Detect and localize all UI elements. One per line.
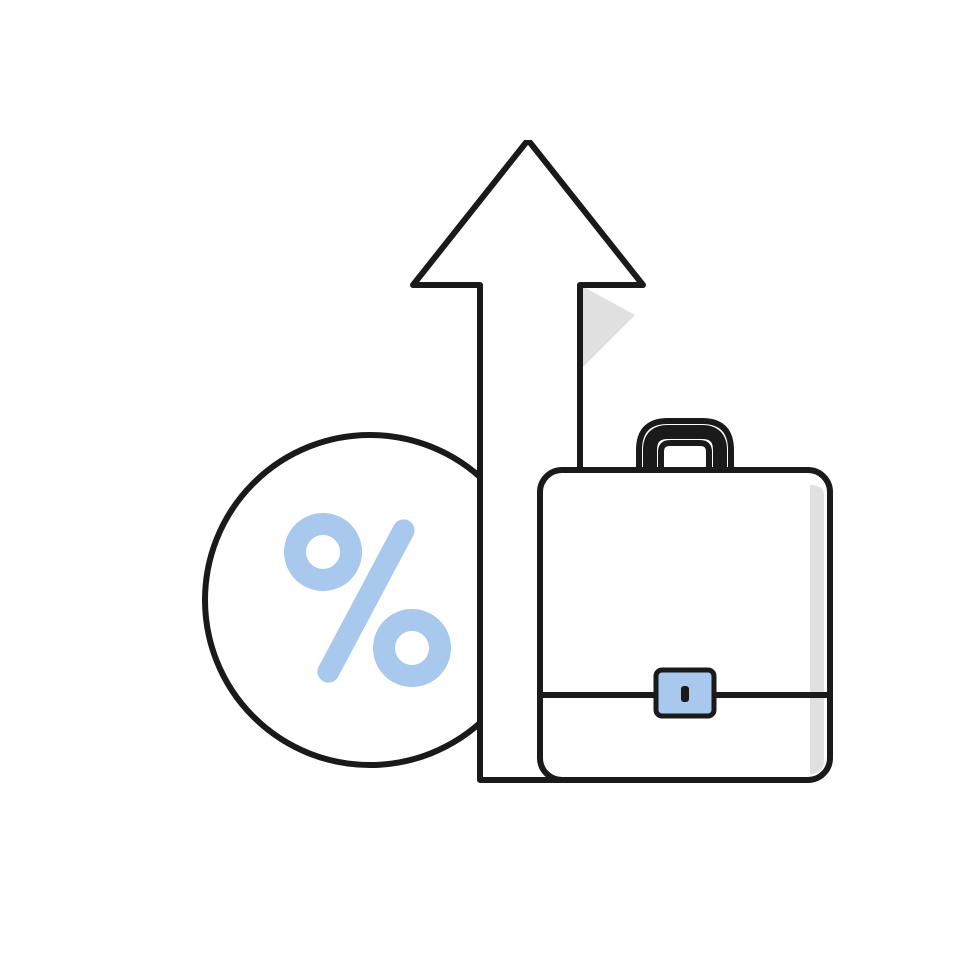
briefcase-icon bbox=[540, 421, 830, 780]
business-icon-svg bbox=[140, 140, 840, 840]
business-growth-illustration bbox=[140, 140, 840, 840]
